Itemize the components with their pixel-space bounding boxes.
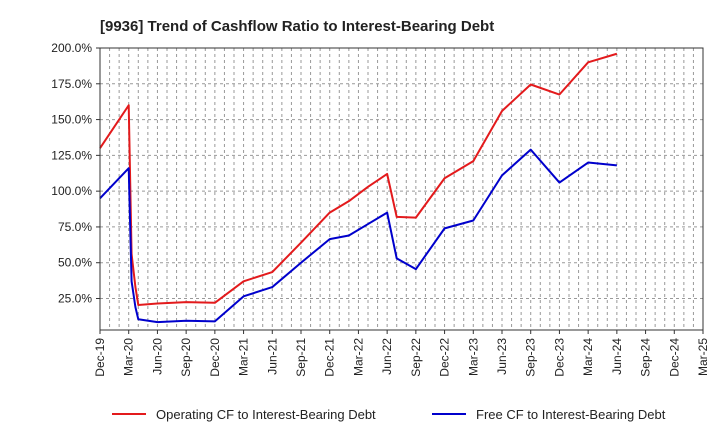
x-tick-label: Dec-24 xyxy=(667,338,681,377)
legend: Operating CF to Interest-Bearing Debt Fre… xyxy=(112,407,666,422)
x-tick-label: Sep-21 xyxy=(294,338,308,377)
chart-title: [9936] Trend of Cashflow Ratio to Intere… xyxy=(100,18,494,35)
x-tick-label: Jun-23 xyxy=(495,338,509,375)
x-tick-label: Mar-24 xyxy=(581,338,595,376)
plot-frame xyxy=(99,47,704,331)
y-axis: 25.0% 50.0% 75.0% 100.0% 125.0% 150.0% 175.0% 2… xyxy=(51,41,100,306)
y-tick-label: 50.0% xyxy=(58,256,92,270)
x-tick-label: Dec-19 xyxy=(93,338,107,377)
x-tick-label: Mar-25 xyxy=(696,338,710,376)
series-line-2 xyxy=(99,148,617,324)
y-tick-label: 100.0% xyxy=(51,184,92,198)
plot-lines xyxy=(99,52,618,324)
y-tick-label: 150.0% xyxy=(51,113,92,127)
x-tick-label: Mar-20 xyxy=(122,338,136,376)
x-tick-label: Jun-20 xyxy=(150,338,164,375)
x-tick-label: Mar-21 xyxy=(237,338,251,376)
y-tick-label: 175.0% xyxy=(51,77,92,91)
y-tick-label: 25.0% xyxy=(58,292,92,306)
x-tick-label: Mar-23 xyxy=(466,338,480,376)
x-axis: Dec-19 Mar-20 Jun-20 Sep-20 Dec-20 Mar-21 Jun-… xyxy=(93,330,710,377)
x-tick-label: Dec-21 xyxy=(323,338,337,377)
x-tick-label: Sep-24 xyxy=(639,338,653,377)
x-tick-label: Sep-22 xyxy=(409,338,423,377)
x-tick-label: Jun-24 xyxy=(610,338,624,375)
series-line-1 xyxy=(99,52,618,306)
legend-label-2: Free CF to Interest-Bearing Debt xyxy=(476,407,666,422)
x-tick-label: Mar-22 xyxy=(351,338,365,376)
y-tick-label: 125.0% xyxy=(51,148,92,162)
legend-label-1: Operating CF to Interest-Bearing Debt xyxy=(156,407,376,422)
x-tick-label: Sep-23 xyxy=(524,338,538,377)
y-tick-label: 75.0% xyxy=(58,220,92,234)
y-tick-label: 200.0% xyxy=(51,41,92,55)
x-tick-label: Dec-23 xyxy=(552,338,566,377)
x-tick-label: Sep-20 xyxy=(179,338,193,377)
x-tick-label: Dec-20 xyxy=(208,338,222,377)
x-tick-label: Jun-21 xyxy=(265,338,279,375)
x-tick-label: Dec-22 xyxy=(438,338,452,377)
x-tick-label: Jun-22 xyxy=(380,338,394,375)
plot-grid xyxy=(100,47,703,330)
